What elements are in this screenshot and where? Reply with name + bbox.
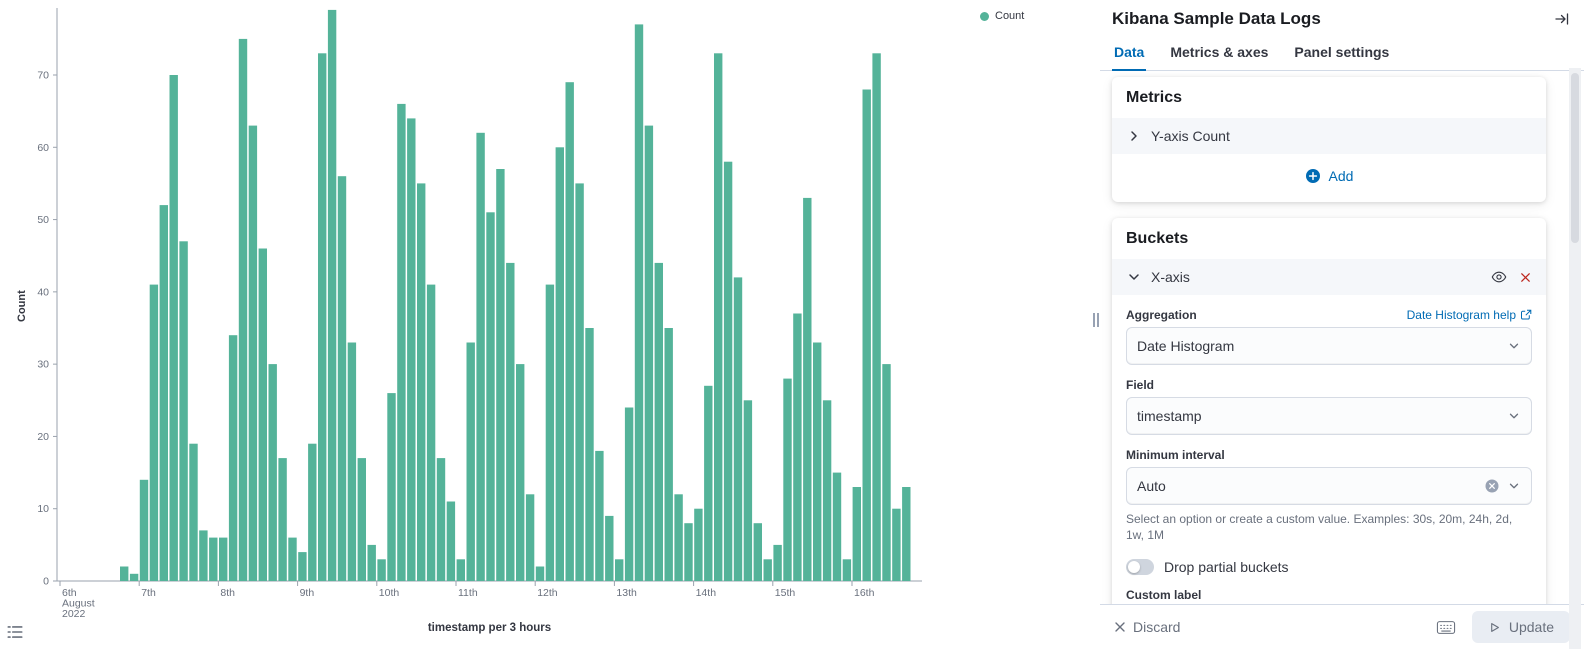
remove-bucket-icon[interactable] bbox=[1519, 271, 1532, 284]
legend-toggle-icon[interactable] bbox=[6, 623, 24, 641]
field-select[interactable]: timestamp bbox=[1126, 397, 1532, 435]
external-link-icon bbox=[1520, 309, 1532, 321]
custom-label-label: Custom label bbox=[1126, 588, 1202, 603]
close-icon bbox=[1114, 621, 1126, 633]
svg-text:70: 70 bbox=[37, 70, 49, 82]
svg-text:8th: 8th bbox=[220, 587, 235, 599]
svg-text:12th: 12th bbox=[537, 587, 558, 599]
sidebar-header: Kibana Sample Data Logs bbox=[1100, 0, 1584, 32]
tab-data[interactable]: Data bbox=[1112, 38, 1147, 71]
svg-text:50: 50 bbox=[37, 214, 49, 226]
svg-text:0: 0 bbox=[43, 576, 49, 588]
chart-region: 0 10 20 30 40 50 60 70 6th August 2022 7th 8th 9th 10t… bbox=[6, 8, 1024, 641]
legend-color-dot bbox=[980, 11, 989, 21]
bar-chart: 0 10 20 30 40 50 60 70 6th August 2022 7th 8th 9th 10t… bbox=[37, 8, 922, 620]
metric-row-label: Y-axis Count bbox=[1151, 128, 1230, 144]
drop-partial-buckets-label: Drop partial buckets bbox=[1164, 559, 1289, 576]
legend-label: Count bbox=[995, 10, 1025, 22]
drop-partial-buckets-row: Drop partial buckets bbox=[1126, 559, 1532, 576]
update-button[interactable]: Update bbox=[1471, 611, 1570, 643]
sidebar-scrollbar[interactable] bbox=[1569, 68, 1581, 649]
svg-text:7th: 7th bbox=[141, 587, 156, 599]
add-metric-button[interactable]: Add bbox=[1126, 154, 1532, 190]
chevron-down-icon bbox=[1126, 269, 1142, 285]
bucket-xaxis-row[interactable]: X-axis bbox=[1112, 259, 1546, 295]
bucket-row-label: X-axis bbox=[1151, 269, 1190, 285]
x-axis-title: timestamp per 3 hours bbox=[427, 622, 552, 634]
aggregation-select[interactable]: Date Histogram bbox=[1126, 327, 1532, 365]
tab-metrics-axes[interactable]: Metrics & axes bbox=[1170, 44, 1269, 60]
svg-text:13th: 13th bbox=[616, 587, 637, 599]
drop-partial-buckets-toggle[interactable] bbox=[1126, 559, 1154, 576]
metrics-heading: Metrics bbox=[1126, 89, 1183, 106]
minimum-interval-select[interactable]: Auto bbox=[1126, 467, 1532, 505]
svg-text:10: 10 bbox=[37, 503, 49, 515]
sidebar-body: Metrics Y-axis Count Add Buckets bbox=[1100, 67, 1584, 604]
add-metric-label: Add bbox=[1328, 168, 1354, 184]
plus-circle-icon bbox=[1305, 168, 1321, 184]
editor-tabs: Data Metrics & axes Panel settings bbox=[1100, 32, 1584, 71]
buckets-card: Buckets X-axis bbox=[1112, 218, 1546, 604]
chart-legend[interactable]: Count bbox=[980, 10, 1024, 22]
field-label: Field bbox=[1126, 378, 1155, 392]
aggregation-field: Aggregation Date Histogram help Date His… bbox=[1126, 308, 1532, 365]
chevron-down-icon bbox=[1507, 479, 1521, 493]
svg-text:40: 40 bbox=[37, 286, 49, 298]
sidebar-footer: Discard Update bbox=[1100, 604, 1584, 649]
custom-label-field: Custom label bbox=[1126, 588, 1532, 604]
chevron-down-icon bbox=[1507, 409, 1521, 423]
y-axis-title: Count bbox=[16, 290, 28, 322]
panel-title: Kibana Sample Data Logs bbox=[1112, 9, 1321, 28]
toggle-visibility-eye-icon[interactable] bbox=[1491, 269, 1507, 285]
collapse-sidebar-icon[interactable] bbox=[1554, 11, 1570, 32]
buckets-heading: Buckets bbox=[1126, 230, 1189, 247]
field-field: Field timestamp bbox=[1126, 378, 1532, 435]
play-icon bbox=[1488, 621, 1501, 634]
scrollbar-thumb[interactable] bbox=[1571, 73, 1579, 243]
svg-text:9th: 9th bbox=[300, 587, 315, 599]
svg-text:10th: 10th bbox=[379, 587, 400, 599]
tab-panel-settings[interactable]: Panel settings bbox=[1294, 44, 1390, 60]
svg-text:11th: 11th bbox=[458, 587, 478, 599]
svg-text:60: 60 bbox=[37, 142, 49, 154]
svg-text:20: 20 bbox=[37, 431, 49, 443]
svg-text:15th: 15th bbox=[775, 587, 796, 599]
svg-text:14th: 14th bbox=[696, 587, 717, 599]
keyboard-shortcut-icon[interactable] bbox=[1436, 620, 1456, 635]
svg-text:16th: 16th bbox=[854, 587, 875, 599]
svg-text:30: 30 bbox=[37, 359, 49, 371]
panel-resizer-grip[interactable] bbox=[1093, 313, 1099, 327]
minimum-interval-help-text: Select an option or create a custom valu… bbox=[1126, 512, 1513, 543]
minimum-interval-field: Minimum interval Auto Select an option o… bbox=[1126, 448, 1532, 543]
chevron-right-icon bbox=[1126, 128, 1142, 144]
date-histogram-help-link[interactable]: Date Histogram help bbox=[1407, 308, 1532, 322]
editor-sidebar: Kibana Sample Data Logs Data Metrics & a… bbox=[1100, 0, 1584, 649]
minimum-interval-label: Minimum interval bbox=[1126, 448, 1225, 462]
discard-button[interactable]: Discard bbox=[1114, 619, 1180, 635]
chevron-down-icon bbox=[1507, 339, 1521, 353]
clear-selection-icon[interactable] bbox=[1485, 479, 1499, 493]
aggregation-label: Aggregation bbox=[1126, 308, 1197, 322]
metric-yaxis-row[interactable]: Y-axis Count bbox=[1112, 118, 1546, 154]
metrics-card: Metrics Y-axis Count Add bbox=[1112, 77, 1546, 202]
